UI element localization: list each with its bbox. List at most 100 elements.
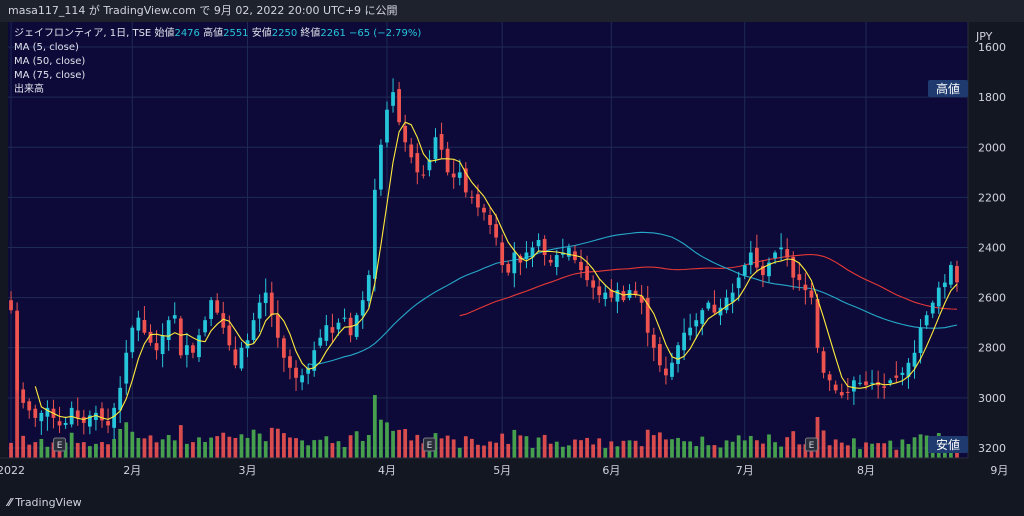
candle-body [239,347,244,369]
volume-bar [15,389,19,458]
ma50-line [308,231,958,366]
candle-body [75,410,80,418]
volume-bar [500,433,505,458]
volume-bar [391,430,395,458]
study-volume[interactable]: 出来高 [14,84,44,95]
study-ma50[interactable]: MA (50, close) [14,56,86,67]
tradingview-logo[interactable]: ⁄⁄ TradingView [8,496,82,509]
candle-body [397,89,401,123]
study-ma75[interactable]: MA (75, close) [14,70,86,81]
candle-body [476,194,480,208]
legend-ohlc-row: ジェイフロンティア, 1日, TSE 始値2476 高値2551 安値2250 … [14,27,421,41]
volume-bar [506,443,511,458]
candle-body [9,300,13,311]
time-axis[interactable]: 2022 2月 3月 4月 5月 6月 7月 8月 9月 [0,464,1008,477]
volume-bar [172,440,177,458]
earnings-marker [53,437,67,452]
candle-body [160,335,165,355]
volume-bar [918,434,923,458]
volume-bar [700,436,705,458]
currency-label: JPY [975,30,993,43]
candle-body [233,349,238,366]
candle-body [433,137,438,160]
volume-bar [906,443,911,458]
volume-bar [839,442,844,458]
time-axis-bg [0,458,1024,490]
volume-bar [184,443,189,458]
candle-body [518,255,523,263]
volume-bar [900,439,905,458]
y-tick-label: 2000 [978,141,1006,154]
symbol-label[interactable]: ジェイフロンティア, 1日, TSE [14,28,152,39]
candles [9,78,959,440]
candle-body [585,266,589,281]
ma5-path [34,121,958,420]
volume-bar [579,440,583,458]
candle-body [379,144,383,190]
volume-bar [767,434,771,458]
x-tick-label: 3月 [239,464,257,477]
volume-bar [924,435,929,458]
volume-bar [239,434,244,458]
volume-bar [457,447,462,458]
volume-bar [112,439,116,458]
volume-bar [845,445,850,458]
volume-bar [736,435,741,458]
volume-bar [257,433,262,458]
candle-body [306,367,311,374]
x-tick-label: 6月 [602,464,620,477]
candle-body [403,125,408,143]
candle-body [324,325,329,341]
candle-body [827,374,832,381]
price-axis[interactable]: 3200 3000 2800 2600 2400 2200 2000 1800 1600 [978,41,1006,455]
candle-body [457,172,462,178]
candle-body [633,290,638,296]
earnings-marker-label: E [809,441,815,451]
candle-body [748,252,753,266]
study-ma5[interactable]: MA (5, close) [14,42,79,53]
candle-body [579,261,583,271]
candle-body [803,284,808,291]
candle-body [342,317,347,319]
candle-body [858,382,862,384]
candle-body [221,313,226,328]
volume-bar [312,440,317,458]
volume-bar [148,435,153,458]
tradingview-brand: TradingView [15,496,82,509]
y-tick-label: 3200 [978,442,1006,455]
volume-bar [233,437,238,458]
volume-bar [215,436,220,458]
volume-bar [330,443,335,458]
candle-body [548,259,553,263]
volume-bar [445,435,450,458]
candle-body [821,351,826,373]
volume-bar [676,437,680,458]
volume-bar [645,429,650,458]
volume-bar [591,444,596,458]
candle-body [154,343,159,351]
volume-bar [785,437,790,458]
candle-body [936,287,941,307]
x-tick-label: 2月 [123,464,141,477]
volume-bar [482,445,486,458]
earnings-marker-label: E [57,441,63,451]
volume-bar [548,443,553,458]
volume-bar [894,449,899,458]
volume-bar [882,443,887,458]
price-axis-bg [968,22,1024,480]
volume-bar [221,432,226,458]
open-value: 2476 [174,28,200,39]
y-tick-label: 2600 [978,292,1006,305]
volume-bar [245,437,250,458]
candle-body [554,255,559,267]
volume-bar [724,440,729,458]
ma75-path [459,253,958,317]
volume-bar [27,444,32,458]
volume-bar [754,440,759,458]
x-tick-label: 8月 [857,464,875,477]
ma50-path [308,231,958,366]
candle-body [767,262,771,277]
volume-bar [288,437,292,458]
ma75-line [459,253,958,317]
